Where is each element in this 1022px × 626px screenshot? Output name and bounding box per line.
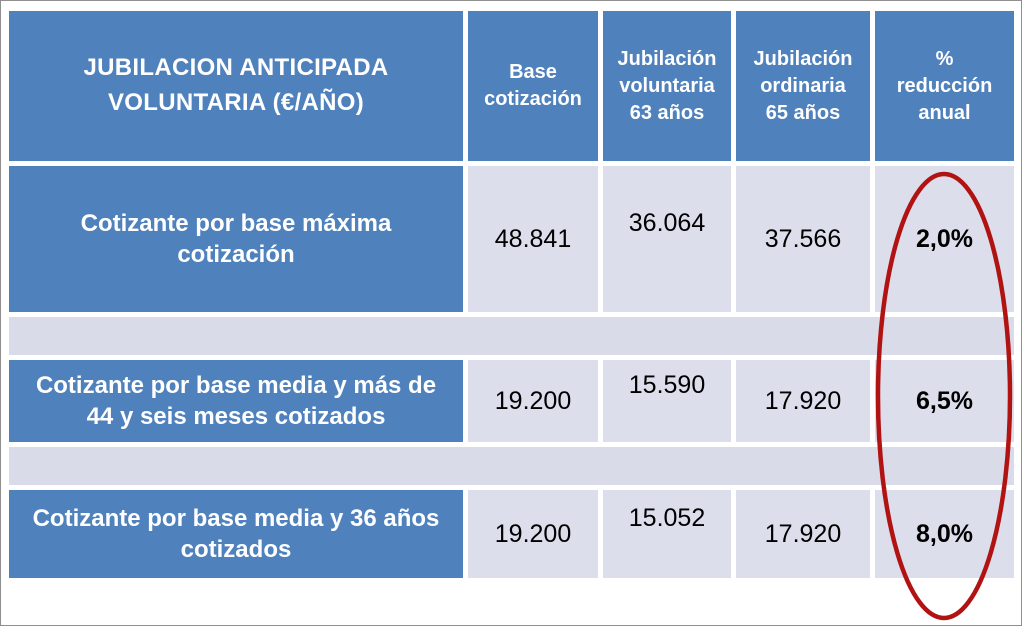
cell-jubilacion-voluntaria: 15.590 xyxy=(603,360,731,442)
spacer-row xyxy=(9,317,1014,355)
cell-jubilacion-voluntaria: 15.052 xyxy=(603,490,731,578)
cell-reduccion-anual: 2,0% xyxy=(875,166,1014,312)
col-header-reduccion-anual: % reducción anual xyxy=(875,11,1014,161)
value-jubilacion-ordinaria: 37.566 xyxy=(764,224,842,253)
value-jubilacion-voluntaria: 15.590 xyxy=(628,370,706,399)
value-base-cotizacion: 19.200 xyxy=(494,386,572,415)
cell-base-cotizacion: 19.200 xyxy=(468,360,598,442)
col-header-jubilacion-voluntaria: Jubilación voluntaria 63 años xyxy=(603,11,731,161)
col-header-jubilacion-ordinaria: Jubilación ordinaria 65 años xyxy=(736,11,870,161)
value-jubilacion-voluntaria: 15.052 xyxy=(628,503,706,532)
value-jubilacion-ordinaria: 17.920 xyxy=(764,519,842,548)
cell-reduccion-anual: 8,0% xyxy=(875,490,1014,578)
table-title: JUBILACION ANTICIPADA VOLUNTARIA (€/AÑO) xyxy=(9,11,463,161)
value-reduccion-anual: 8,0% xyxy=(916,519,973,548)
col-header-base-cotizacion: Base cotización xyxy=(468,11,598,161)
value-jubilacion-ordinaria: 17.920 xyxy=(764,386,842,415)
value-reduccion-anual: 6,5% xyxy=(916,386,973,415)
value-base-cotizacion: 48.841 xyxy=(494,224,572,253)
row-label-base-media-44: Cotizante por base media y más de 44 y s… xyxy=(9,360,463,442)
cell-jubilacion-ordinaria: 17.920 xyxy=(736,490,870,578)
value-base-cotizacion: 19.200 xyxy=(494,519,572,548)
cell-base-cotizacion: 19.200 xyxy=(468,490,598,578)
row-label-base-media-36: Cotizante por base media y 36 años cotiz… xyxy=(9,490,463,578)
cell-base-cotizacion: 48.841 xyxy=(468,166,598,312)
pension-table: JUBILACION ANTICIPADA VOLUNTARIA (€/AÑO)… xyxy=(9,11,1014,578)
row-label-base-maxima: Cotizante por base máxima cotización xyxy=(9,166,463,312)
value-reduccion-anual: 2,0% xyxy=(916,224,973,253)
cell-jubilacion-ordinaria: 37.566 xyxy=(736,166,870,312)
cell-reduccion-anual: 6,5% xyxy=(875,360,1014,442)
spacer-row xyxy=(9,447,1014,485)
value-jubilacion-voluntaria: 36.064 xyxy=(628,208,706,237)
cell-jubilacion-ordinaria: 17.920 xyxy=(736,360,870,442)
cell-jubilacion-voluntaria: 36.064 xyxy=(603,166,731,312)
